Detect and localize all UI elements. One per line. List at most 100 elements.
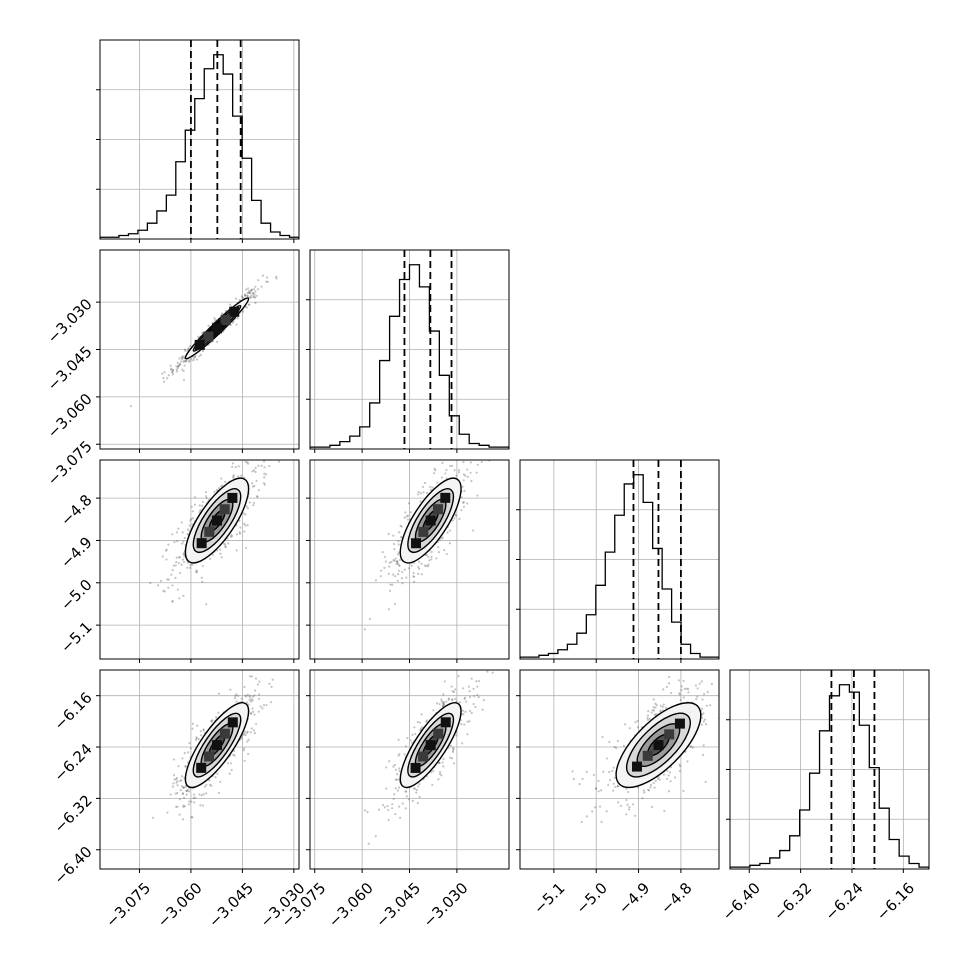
sample-point <box>214 319 217 322</box>
sample-point <box>426 565 430 568</box>
sample-point <box>257 489 260 492</box>
sample-point <box>192 796 195 800</box>
sample-point <box>426 491 429 494</box>
sample-point <box>271 678 274 681</box>
sample-point <box>397 551 400 554</box>
sample-point <box>410 564 413 567</box>
sample-point <box>181 792 184 795</box>
sample-point <box>176 365 180 368</box>
sample-point <box>245 288 248 291</box>
sample-point <box>431 486 434 489</box>
density-peak-cell <box>227 717 238 728</box>
sample-point <box>594 806 597 809</box>
sample-point <box>368 617 372 620</box>
sample-point <box>398 558 402 562</box>
sample-point <box>246 740 249 743</box>
sample-point <box>476 685 479 688</box>
sample-point <box>385 766 388 769</box>
sample-point <box>219 780 222 783</box>
sample-point <box>175 365 178 368</box>
sample-point <box>184 765 187 768</box>
sample-point <box>209 783 212 786</box>
sample-point <box>252 292 255 295</box>
sample-point <box>457 471 461 474</box>
sample-point <box>172 564 175 567</box>
sample-point <box>452 690 456 694</box>
sample-point <box>266 280 269 284</box>
sample-point <box>201 580 204 584</box>
sample-point <box>268 464 271 468</box>
sample-point <box>477 679 481 683</box>
sample-point <box>703 718 707 721</box>
sample-point <box>172 758 176 761</box>
sample-point <box>260 464 263 467</box>
sample-point <box>440 698 443 701</box>
sample-point <box>179 571 182 574</box>
sample-point <box>616 784 620 787</box>
sample-point <box>228 772 231 775</box>
sample-point <box>199 734 203 737</box>
sample-point <box>438 761 441 764</box>
sample-point <box>624 723 627 726</box>
sample-point <box>685 687 688 690</box>
sample-point <box>188 524 191 527</box>
sample-point <box>252 504 255 507</box>
sample-point <box>641 797 644 800</box>
density-peak-cell <box>410 762 421 773</box>
sample-point <box>463 696 467 699</box>
sample-point <box>642 789 646 792</box>
panel-2-1 <box>306 459 510 663</box>
sample-point <box>177 364 180 368</box>
density-peak-cell <box>425 740 436 751</box>
sample-point <box>363 809 367 812</box>
sample-point <box>420 573 423 576</box>
sample-point <box>701 698 704 701</box>
sample-point <box>668 675 671 679</box>
sample-point <box>204 490 208 494</box>
sample-point <box>199 730 202 733</box>
panel-2-0: −5.1 −5.0 −4.9 −4.8 <box>57 459 300 663</box>
sample-point <box>263 476 266 479</box>
sample-point <box>221 484 224 487</box>
sample-point <box>193 801 196 804</box>
sample-point <box>417 566 420 569</box>
sample-point <box>398 752 401 756</box>
sample-point <box>242 522 246 525</box>
sample-point <box>400 536 403 539</box>
sample-point <box>250 675 254 678</box>
sample-point <box>406 514 410 517</box>
sample-point <box>465 700 468 703</box>
sample-point <box>384 560 387 563</box>
sample-point <box>393 602 397 606</box>
sample-point <box>595 787 598 791</box>
sample-point <box>263 483 267 486</box>
sample-point <box>204 495 208 498</box>
sample-point <box>457 664 459 666</box>
sample-point <box>193 503 197 506</box>
sample-point <box>431 783 434 787</box>
sample-point <box>437 778 440 781</box>
sample-point <box>400 577 404 580</box>
panel-frame <box>99 669 300 870</box>
sample-point <box>194 738 198 741</box>
sample-point <box>176 805 179 808</box>
sample-point <box>191 563 194 566</box>
y-tick-label: −6.32 <box>50 791 95 836</box>
sample-point <box>394 575 397 578</box>
sample-point <box>454 697 457 700</box>
sample-point <box>387 608 391 611</box>
sample-point <box>634 721 637 724</box>
sample-point <box>254 301 257 305</box>
sample-point <box>242 512 245 515</box>
sample-point <box>397 786 401 789</box>
sample-point <box>453 469 456 472</box>
density-peak-cell <box>204 526 215 537</box>
sample-point <box>397 805 401 808</box>
sample-point <box>617 801 620 804</box>
sample-point <box>578 783 581 786</box>
sample-point <box>183 536 186 540</box>
sample-point <box>258 693 261 696</box>
sample-point <box>608 740 611 744</box>
sample-point <box>415 791 418 794</box>
sample-point <box>243 732 246 735</box>
